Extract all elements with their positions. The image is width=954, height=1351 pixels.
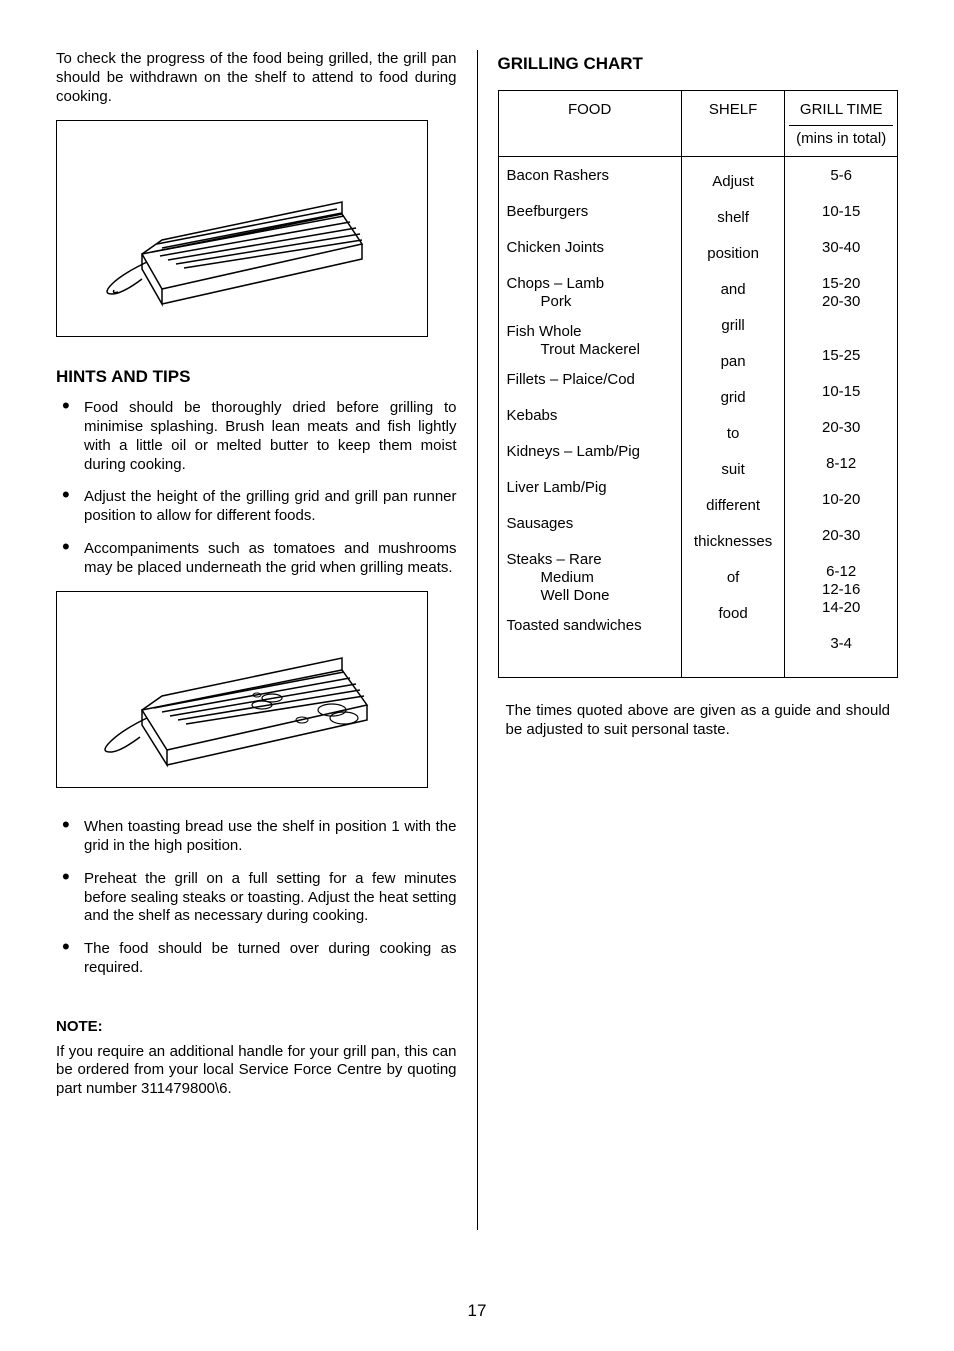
shelf-word: grill	[690, 317, 777, 335]
food-sublabel: Well Done	[507, 587, 673, 605]
grilling-chart-table: FOOD SHELF GRILL TIME (mins in total) Ba…	[498, 90, 899, 678]
food-item: Liver Lamb/Pig	[507, 479, 673, 497]
shelf-word: grid	[690, 389, 777, 407]
food-item: Steaks – Rare Medium Well Done	[507, 551, 673, 605]
time-value: 6-12	[793, 563, 889, 581]
grill-pan-illustration-2-icon	[82, 610, 402, 770]
tip-item: Accompaniments such as tomatoes and mush…	[56, 540, 457, 578]
food-label: Steaks – Rare	[507, 551, 602, 568]
time-value: 5-6	[793, 167, 889, 185]
time-value: 20-30	[793, 293, 889, 311]
shelf-word: of	[690, 569, 777, 587]
food-sublabel: Pork	[507, 293, 673, 311]
chart-footnote: The times quoted above are given as a gu…	[498, 702, 899, 740]
food-sublabel: Trout Mackerel	[507, 341, 673, 359]
shelf-word: shelf	[690, 209, 777, 227]
food-item: Kidneys – Lamb/Pig	[507, 443, 673, 461]
note-body: If you require an additional handle for …	[56, 1043, 457, 1099]
time-value: 10-15	[793, 203, 889, 221]
note-label: NOTE:	[56, 1018, 457, 1035]
time-value: 30-40	[793, 239, 889, 257]
chart-header-time: GRILL TIME (mins in total)	[785, 91, 897, 156]
grill-pan-figure-2	[56, 591, 428, 788]
intro-paragraph: To check the progress of the food being …	[56, 50, 457, 106]
tips-list-1: Food should be thoroughly dried before g…	[56, 399, 457, 577]
time-value: 15-20	[793, 275, 889, 293]
page-number: 17	[0, 1301, 954, 1321]
chart-header-time-label: GRILL TIME	[789, 101, 893, 119]
page: To check the progress of the food being …	[0, 0, 954, 1351]
food-item: Toasted sandwiches	[507, 617, 673, 635]
shelf-word: Adjust	[690, 173, 777, 191]
shelf-word: pan	[690, 353, 777, 371]
time-value: 20-30	[793, 419, 889, 437]
right-column: GRILLING CHART FOOD SHELF GRILL TIME (mi…	[478, 50, 899, 1250]
food-item: Kebabs	[507, 407, 673, 425]
tip-item: The food should be turned over during co…	[56, 940, 457, 978]
food-item: Bacon Rashers	[507, 167, 673, 185]
hints-and-tips-heading: HINTS AND TIPS	[56, 367, 457, 387]
grill-pan-illustration-1-icon	[82, 144, 402, 314]
tips-list-2: When toasting bread use the shelf in pos…	[56, 818, 457, 977]
chart-header-shelf: SHELF	[682, 91, 786, 156]
time-value: 15-25	[793, 347, 889, 365]
shelf-word: different	[690, 497, 777, 515]
left-column: To check the progress of the food being …	[56, 50, 477, 1250]
time-value: 14-20	[793, 599, 889, 617]
time-value: 12-16	[793, 581, 889, 599]
shelf-word: food	[690, 605, 777, 623]
time-value: 20-30	[793, 527, 889, 545]
shelf-word: and	[690, 281, 777, 299]
food-item: Chops – Lamb Pork	[507, 275, 673, 311]
food-item: Beefburgers	[507, 203, 673, 221]
grill-pan-figure-1	[56, 120, 428, 337]
time-value: 3-4	[793, 635, 889, 653]
chart-food-column: Bacon Rashers Beefburgers Chicken Joints…	[499, 157, 682, 677]
food-item: Chicken Joints	[507, 239, 673, 257]
shelf-word: position	[690, 245, 777, 263]
food-item: Sausages	[507, 515, 673, 533]
chart-header-time-sub: (mins in total)	[789, 125, 893, 148]
shelf-word: thicknesses	[690, 533, 777, 551]
chart-header-row: FOOD SHELF GRILL TIME (mins in total)	[499, 91, 898, 157]
chart-shelf-column: Adjust shelf position and grill pan grid…	[682, 157, 786, 677]
food-item: Fillets – Plaice/Cod	[507, 371, 673, 389]
grilling-chart-heading: GRILLING CHART	[498, 54, 899, 74]
food-label: Fish Whole	[507, 323, 582, 340]
columns: To check the progress of the food being …	[56, 50, 898, 1250]
shelf-word: to	[690, 425, 777, 443]
tip-item: Adjust the height of the grilling grid a…	[56, 488, 457, 526]
chart-time-column: 5-6 10-15 30-40 15-20 20-30 15-25 10-15 …	[785, 157, 897, 677]
food-sublabel: Medium	[507, 569, 673, 587]
time-value: 8-12	[793, 455, 889, 473]
shelf-word: suit	[690, 461, 777, 479]
chart-header-food: FOOD	[499, 91, 682, 156]
tip-item: Food should be thoroughly dried before g…	[56, 399, 457, 474]
tip-item: When toasting bread use the shelf in pos…	[56, 818, 457, 856]
food-item: Fish Whole Trout Mackerel	[507, 323, 673, 359]
food-label: Chops – Lamb	[507, 275, 605, 292]
tip-item: Preheat the grill on a full setting for …	[56, 870, 457, 926]
time-value	[793, 329, 889, 347]
time-value: 10-20	[793, 491, 889, 509]
time-value: 10-15	[793, 383, 889, 401]
chart-body: Bacon Rashers Beefburgers Chicken Joints…	[499, 157, 898, 677]
